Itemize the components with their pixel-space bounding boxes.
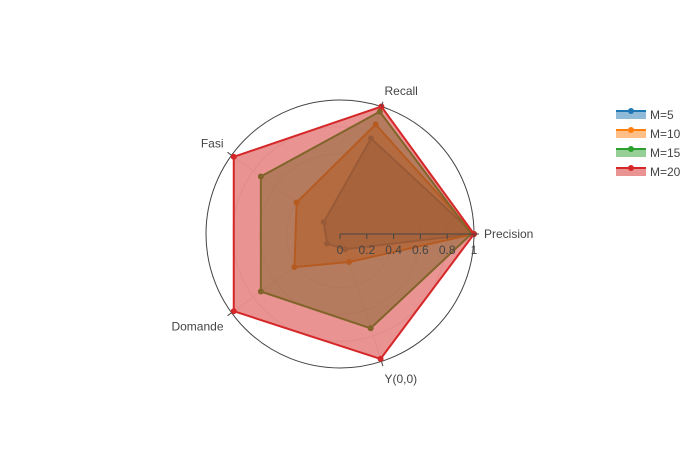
legend-label: M=20 (650, 165, 681, 179)
legend-item[interactable]: M=20 (616, 165, 681, 179)
series-layer (230, 103, 477, 362)
radial-tick-label: 0 (337, 243, 344, 257)
angular-axis-label: Precision (484, 227, 533, 241)
legend-swatch (616, 111, 646, 119)
data-point[interactable] (377, 355, 384, 362)
legend-swatch (616, 130, 646, 138)
angular-tick (227, 312, 232, 317)
legend-marker (628, 108, 634, 114)
angular-tick (227, 151, 232, 156)
angular-axis-labels: Precision Recall Fasi Domande Y(0,0) (171, 84, 533, 386)
legend-marker (628, 127, 634, 133)
legend-item[interactable]: M=5 (616, 108, 674, 122)
angular-axis-label: Domande (171, 320, 223, 334)
angular-axis-label: Y(0,0) (384, 372, 417, 386)
series-area (232, 105, 475, 360)
radial-tick-label: 0.6 (412, 243, 429, 257)
legend-item[interactable]: M=15 (616, 146, 681, 160)
angular-axis-label: Recall (384, 84, 417, 98)
radial-tick-label: 0.2 (358, 243, 375, 257)
angular-axis-label: Fasi (201, 136, 224, 150)
radial-axis: 0 0.2 0.4 0.6 0.8 1 (337, 233, 478, 257)
angular-tick (380, 361, 384, 367)
radial-tick-label: 0.4 (385, 243, 402, 257)
data-point[interactable] (230, 153, 237, 160)
legend-label: M=5 (650, 108, 674, 122)
legend-item[interactable]: M=10 (616, 127, 681, 141)
radial-tick-label: 0.8 (439, 243, 456, 257)
legend-marker (628, 146, 634, 152)
legend-swatch (616, 149, 646, 157)
legend-marker (628, 165, 634, 171)
series-M=20 (230, 103, 477, 362)
legend-label: M=15 (650, 146, 681, 160)
legend[interactable]: M=5 M=10 M=15 M=20 (616, 108, 681, 179)
radial-tick-label: 1 (471, 243, 478, 257)
data-point[interactable] (230, 308, 237, 315)
legend-swatch (616, 168, 646, 176)
legend-label: M=10 (650, 127, 681, 141)
angular-tick (380, 101, 384, 107)
